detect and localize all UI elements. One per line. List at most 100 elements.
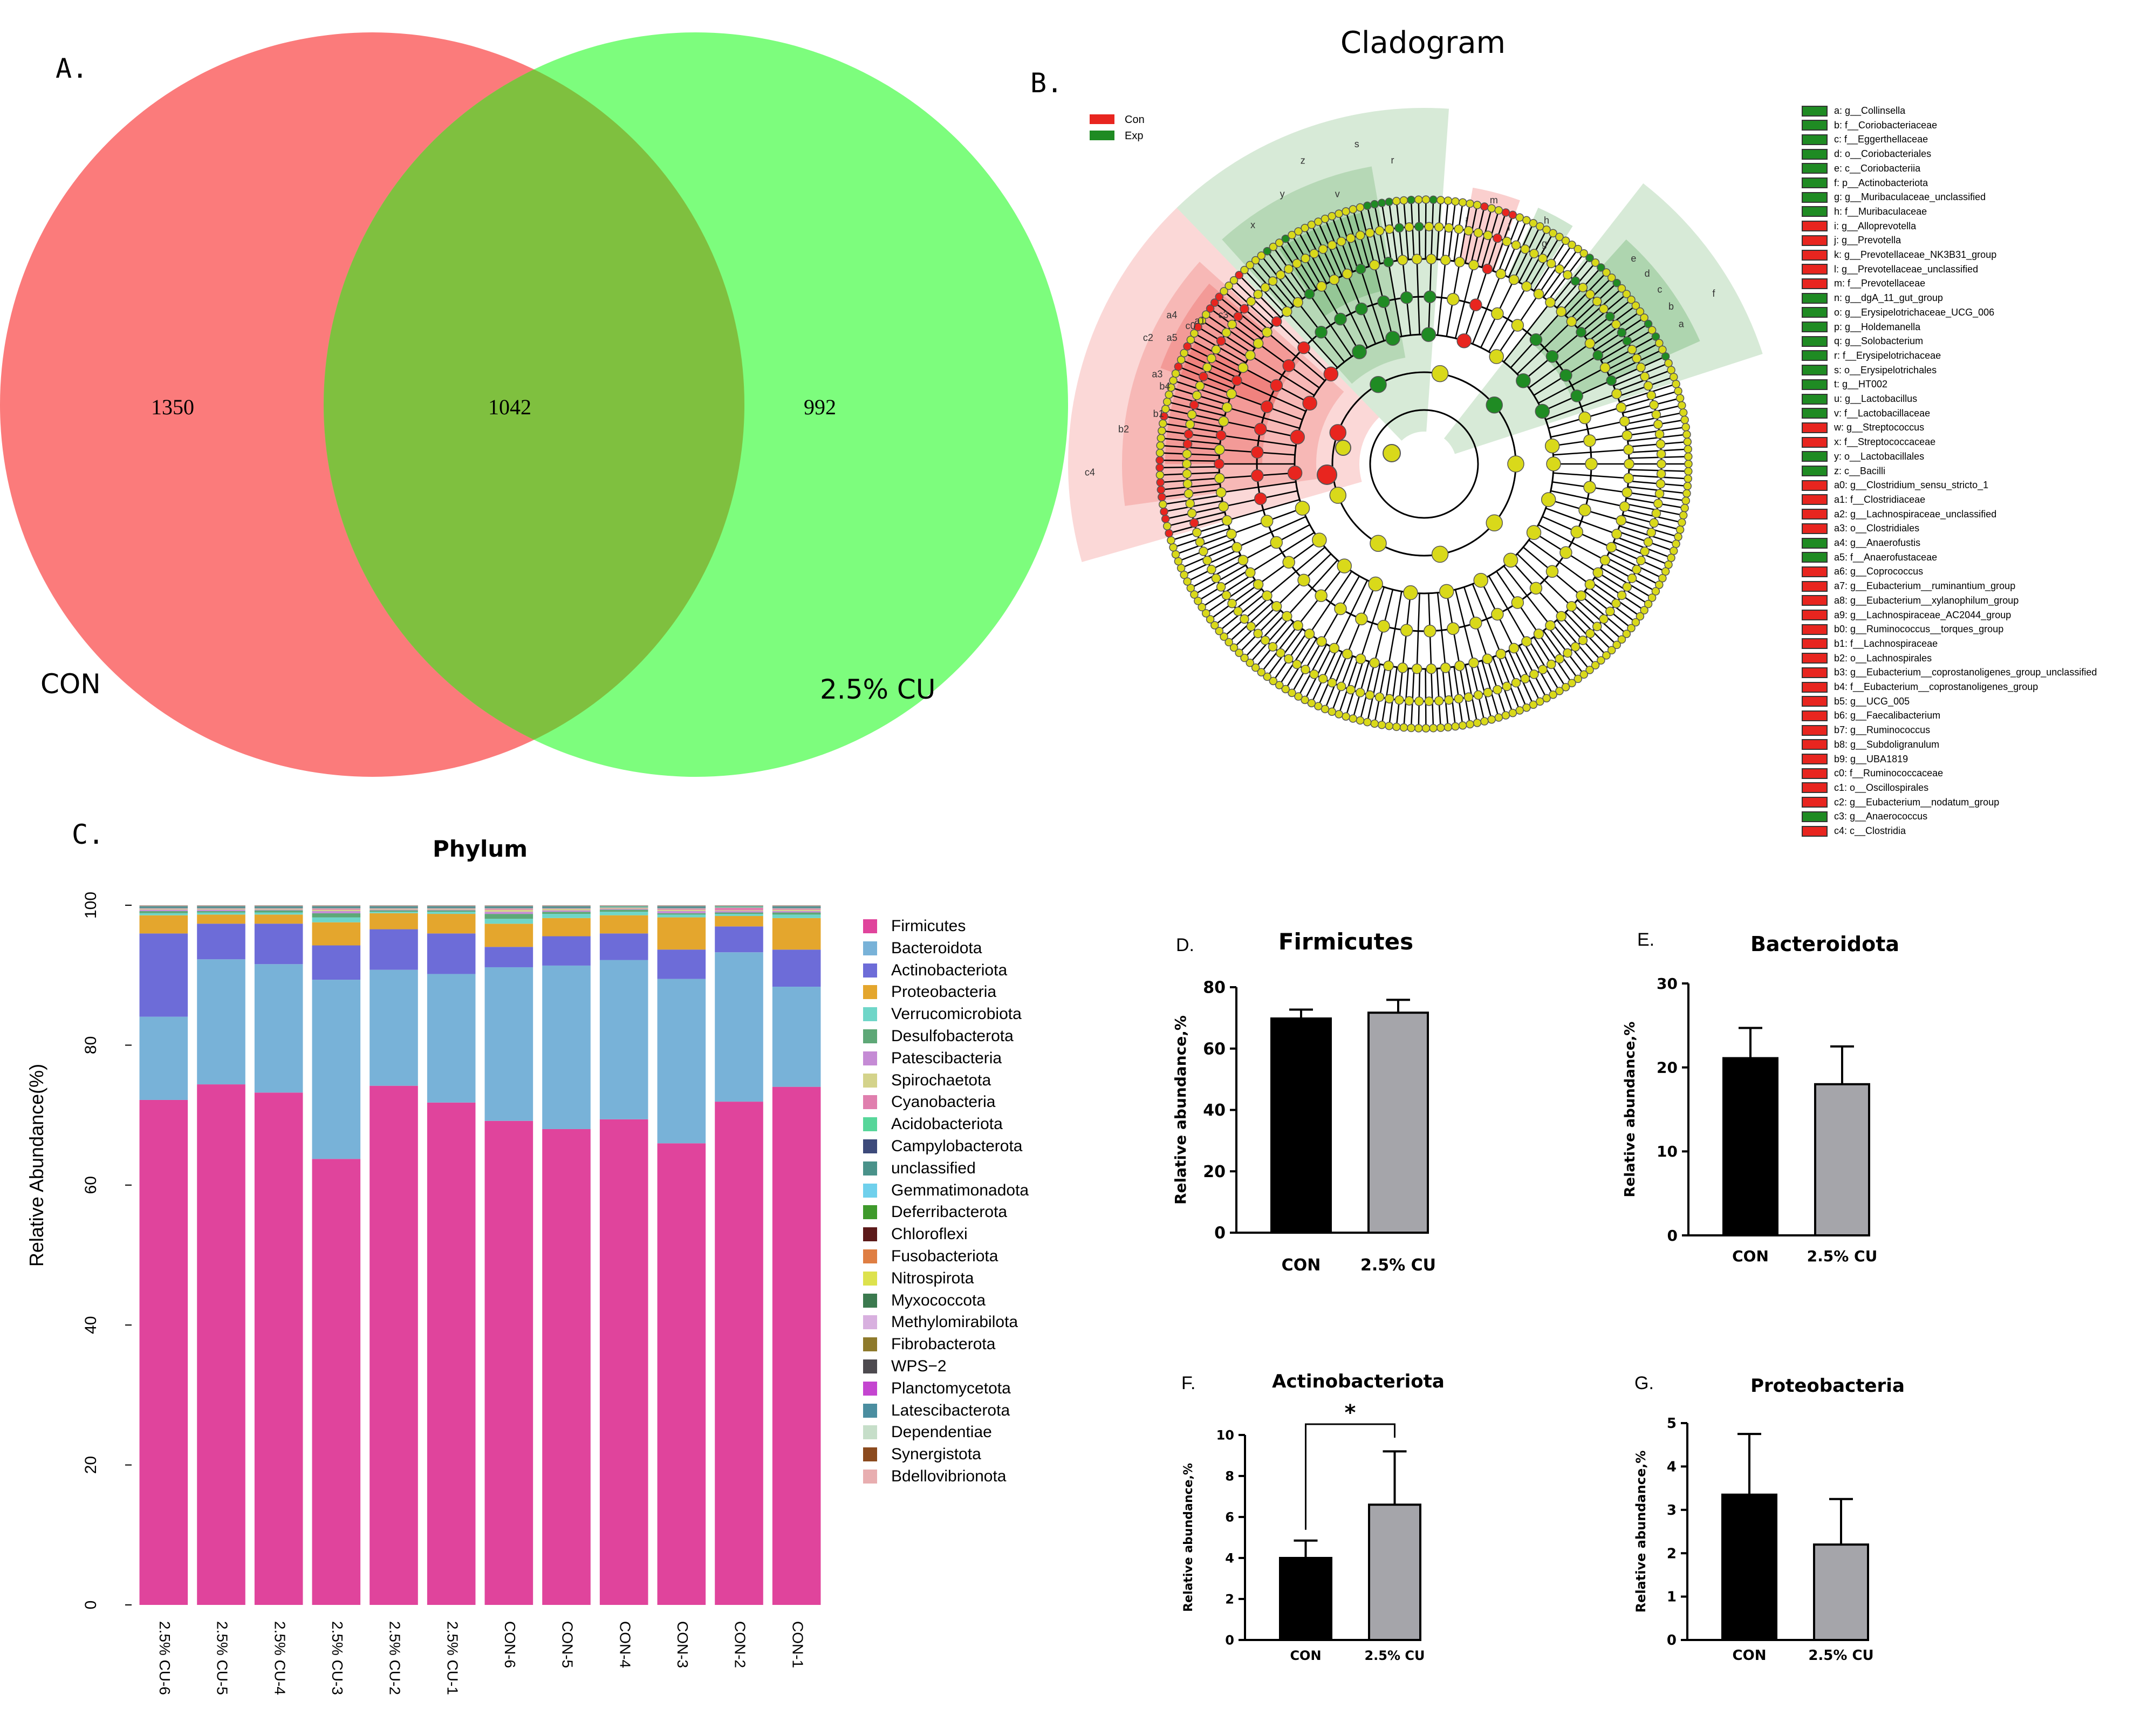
cladogram-node xyxy=(1366,691,1374,699)
taxa-legend-label: l: g__Prevotellaceae_unclassified xyxy=(1834,264,1978,275)
cladogram-node xyxy=(1432,366,1448,382)
cladogram-node xyxy=(1422,196,1429,203)
cladogram-node xyxy=(1530,249,1538,258)
phylum-bar-segment xyxy=(197,959,245,1084)
phylum-legend-label: Acidobacteriota xyxy=(891,1115,1003,1133)
taxa-legend-label: c3: g__Anaerococcus xyxy=(1834,811,1927,822)
cladogram-node xyxy=(1188,509,1196,517)
cladogram-node xyxy=(1535,404,1549,418)
cladogram-node xyxy=(1516,214,1523,221)
taxa-legend-item: a4: g__Anaerofustis xyxy=(1802,536,1920,550)
cladogram-node xyxy=(1425,222,1433,231)
taxa-legend-label: b: f__Coriobacteriaceae xyxy=(1834,120,1937,131)
phylum-bar-segment xyxy=(140,933,188,1016)
taxa-legend-swatch xyxy=(1802,336,1828,347)
phylum-legend-swatch xyxy=(863,1470,877,1484)
taxa-legend-swatch xyxy=(1802,624,1828,635)
phylum-bar-segment xyxy=(255,906,303,907)
actinobacteriota-bar xyxy=(1369,1505,1420,1640)
cladogram-node xyxy=(1509,275,1519,284)
cladogram-node xyxy=(1454,694,1463,703)
cladogram-node xyxy=(1404,586,1418,600)
cladogram-node xyxy=(1301,665,1310,674)
phylum-bar-segment xyxy=(370,1086,418,1605)
cladogram-node xyxy=(1193,391,1201,400)
taxa-legend-item: z: c__Bacilli xyxy=(1802,464,1885,479)
cladogram-node xyxy=(1437,196,1445,204)
cladogram-node xyxy=(1435,223,1443,231)
phylum-legend-swatch xyxy=(863,1051,877,1065)
taxa-legend-swatch xyxy=(1802,394,1828,405)
bacteroidota-y-tick-label: 20 xyxy=(1657,1058,1678,1076)
phylum-bar-segment xyxy=(427,907,476,908)
taxa-legend-swatch xyxy=(1802,797,1828,808)
taxa-legend-swatch xyxy=(1802,307,1828,318)
cladogram: Cladogram Con Exp zysrxvhgfedcbaa4a5mlia… xyxy=(1068,25,1763,732)
cladogram-sector-label: b xyxy=(1668,301,1674,312)
phylum-bar-segment xyxy=(772,1087,821,1605)
taxa-legend-swatch xyxy=(1802,192,1828,203)
cladogram-node xyxy=(1606,607,1614,616)
cladogram-node xyxy=(1585,458,1597,470)
taxa-legend-label: v: f__Lactobacillaceae xyxy=(1834,408,1930,419)
cladogram-node xyxy=(1317,282,1326,291)
phylum-bar-segment xyxy=(658,907,706,908)
cladogram-node xyxy=(1346,234,1355,243)
cladogram-node xyxy=(1384,661,1393,671)
cladogram-node xyxy=(1684,475,1692,482)
cladogram-node xyxy=(1184,430,1193,439)
phylum-legend-item: Cyanobacteria xyxy=(863,1091,995,1113)
phylum-bar-segment xyxy=(427,933,476,974)
phylum-bar-segment xyxy=(485,919,533,924)
proteobacteria-y-tick-label: 4 xyxy=(1667,1459,1677,1475)
cladogram-node xyxy=(1188,411,1196,419)
cladogram-node xyxy=(1164,522,1171,530)
phylum-bar-segment xyxy=(197,910,245,911)
phylum-bar-segment xyxy=(772,987,821,1087)
phylum-bar-segment xyxy=(772,908,821,910)
phylum-category-label: 2.5% CU-3 xyxy=(329,1621,346,1695)
cladogram-node xyxy=(1356,204,1364,211)
taxa-legend-swatch xyxy=(1802,682,1828,693)
taxa-legend-item: s: o__Erysipelotrichales xyxy=(1802,363,1937,378)
taxa-legend-swatch xyxy=(1802,782,1828,793)
cladogram-sector-label: c4 xyxy=(1085,467,1095,478)
phylum-bar-segment xyxy=(312,922,361,946)
phylum-legend-swatch xyxy=(863,1382,877,1396)
cladogram-node xyxy=(1656,480,1665,488)
proteobacteria-y-axis-label: Relative abundance,% xyxy=(1633,1451,1648,1613)
phylum-legend-label: Actinobacteriota xyxy=(891,961,1007,980)
cladogram-node xyxy=(1682,497,1689,504)
cladogram-node xyxy=(1162,515,1169,523)
bacteroidota-bar xyxy=(1815,1084,1869,1235)
phylum-category-label: CON-2 xyxy=(732,1621,749,1668)
cladogram-node xyxy=(1384,257,1393,267)
phylum-bar-segment xyxy=(658,914,706,917)
firmicutes-title: Firmicutes xyxy=(1278,928,1413,955)
taxa-legend-label: b8: g__Subdoligranulum xyxy=(1834,739,1939,750)
cladogram-node xyxy=(1247,622,1255,631)
cladogram-node xyxy=(1219,502,1228,511)
taxa-legend-item: c: f__Eggerthellaceae xyxy=(1802,132,1928,147)
actinobacteriota-chart: ActinobacteriotaRelative abundance,%0246… xyxy=(1182,1371,1445,1663)
cladogram-node xyxy=(1371,201,1378,208)
cladogram-node xyxy=(1516,707,1523,714)
cladogram-node xyxy=(1483,231,1492,240)
cladogram-sector-label: x xyxy=(1250,220,1255,230)
cladogram-node xyxy=(1207,354,1216,363)
phylum-bar-segment xyxy=(197,908,245,909)
phylum-bar-segment xyxy=(197,911,245,913)
cladogram-node xyxy=(1172,551,1180,558)
cladogram-node xyxy=(1680,409,1687,416)
phylum-category-label: 2.5% CU-4 xyxy=(271,1621,288,1695)
cladogram-node xyxy=(1328,679,1336,687)
actinobacteriota-y-tick-label: 2 xyxy=(1225,1591,1234,1607)
phylum-bar-segment xyxy=(140,910,188,911)
cladogram-node xyxy=(1593,622,1602,631)
cladogram-node xyxy=(1193,528,1201,537)
taxa-legend-item: e: c__Coriobacteriia xyxy=(1802,161,1920,176)
phylum-bar-segment xyxy=(197,924,245,959)
cladogram-sector-label: a xyxy=(1679,318,1685,329)
cladogram-node xyxy=(1272,317,1282,326)
phylum-bar-segment xyxy=(542,918,591,937)
